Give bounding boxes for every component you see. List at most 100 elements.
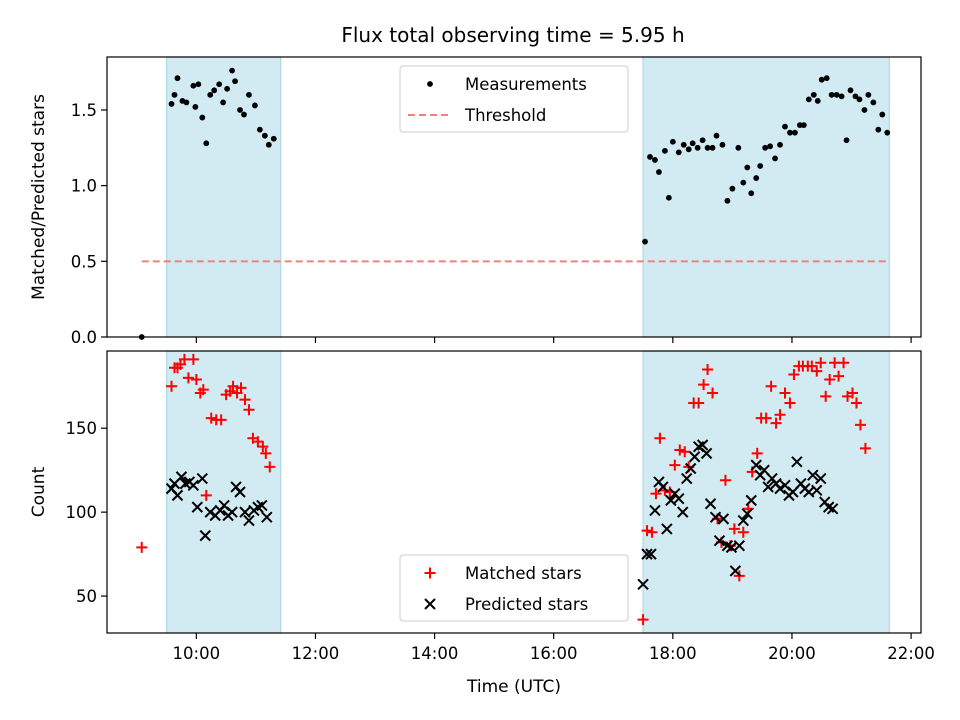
predicted-star-point bbox=[750, 459, 762, 471]
predicted-star-point bbox=[641, 548, 653, 560]
measurement-point bbox=[174, 75, 181, 82]
x-axis-label: Time (UTC) bbox=[466, 677, 561, 697]
matched-star-point bbox=[227, 380, 239, 392]
measurement-point bbox=[265, 141, 272, 148]
measurement-point bbox=[724, 197, 731, 204]
measurement-point bbox=[744, 164, 751, 171]
y-tick-label: 1.0 bbox=[71, 177, 97, 196]
measurement-point bbox=[241, 111, 247, 118]
measurement-point bbox=[699, 137, 706, 144]
measurement-point bbox=[220, 99, 227, 106]
measurement-point bbox=[224, 85, 231, 92]
measurement-point bbox=[680, 141, 687, 148]
legend-label: Predicted stars bbox=[465, 595, 588, 614]
matched-star-point bbox=[728, 523, 740, 535]
measurement-point bbox=[767, 143, 774, 150]
measurement-point bbox=[642, 238, 648, 245]
predicted-star-point bbox=[684, 462, 697, 475]
predicted-star-point bbox=[196, 472, 209, 485]
measurement-point bbox=[256, 126, 263, 133]
measurement-point bbox=[199, 114, 206, 121]
matched-star-point bbox=[650, 488, 662, 500]
predicted-star-point bbox=[826, 503, 839, 515]
matched-star-point bbox=[679, 446, 691, 458]
measurement-point bbox=[884, 129, 891, 136]
matched-star-point bbox=[788, 369, 800, 380]
measurement-point bbox=[818, 76, 825, 83]
matched-star-point bbox=[698, 379, 710, 391]
predicted-star-point bbox=[204, 506, 216, 518]
measurement-point bbox=[216, 81, 223, 88]
predicted-star-point bbox=[791, 456, 803, 468]
measurement-point bbox=[805, 96, 812, 103]
measurement-point bbox=[685, 146, 692, 153]
predicted-star-point bbox=[256, 499, 268, 512]
measurement-point bbox=[261, 132, 268, 139]
measurement-point bbox=[203, 140, 210, 147]
y-tick-label: 100 bbox=[66, 503, 98, 522]
measurement-point bbox=[652, 157, 658, 163]
y-axis-label: Matched/Predicted stars bbox=[29, 94, 49, 300]
predicted-star-point bbox=[704, 498, 717, 510]
measurement-point bbox=[661, 147, 668, 154]
predicted-star-point bbox=[717, 513, 730, 525]
legend-label: Measurements bbox=[465, 75, 587, 94]
measurement-point bbox=[729, 185, 736, 192]
y-tick-label: 150 bbox=[66, 419, 98, 438]
matched-star-point bbox=[197, 384, 209, 396]
matched-star-point bbox=[669, 459, 681, 471]
matched-star-point bbox=[641, 525, 653, 537]
measurement-point bbox=[675, 149, 682, 156]
matched-star-point bbox=[811, 365, 823, 377]
measurement-point bbox=[782, 123, 788, 130]
measurement-point bbox=[689, 140, 696, 147]
measurement-point bbox=[762, 144, 769, 151]
measurement-point bbox=[229, 67, 235, 74]
measurement-point bbox=[656, 169, 662, 175]
matched-star-point bbox=[264, 461, 276, 473]
matched-star-point bbox=[200, 489, 212, 501]
measurement-point bbox=[669, 138, 676, 145]
figure-title: Flux total observing time = 5.95 h bbox=[341, 23, 684, 47]
matched-star-point bbox=[190, 374, 202, 386]
y-tick-label: 50 bbox=[76, 587, 97, 606]
matched-star-point bbox=[702, 363, 714, 375]
matched-star-point bbox=[243, 404, 255, 416]
measurement-point bbox=[796, 122, 803, 129]
matched-star-point bbox=[637, 614, 649, 626]
top-panel: 0.0 0.5 1.0 1.5 Matched/Predicted stars Measu… bbox=[29, 56, 922, 347]
predicted-star-point bbox=[677, 506, 689, 518]
matched-star-point bbox=[820, 390, 832, 402]
measurement-point bbox=[833, 91, 840, 98]
measurement-point bbox=[713, 132, 720, 139]
measurement-point bbox=[847, 87, 854, 94]
measurement-point bbox=[823, 75, 830, 82]
measurement-point bbox=[192, 104, 199, 110]
matched-star-point bbox=[806, 360, 818, 372]
predicted-star-point bbox=[696, 439, 709, 451]
measurement-point bbox=[772, 155, 778, 162]
x-tick-label: 12:00 bbox=[292, 644, 340, 663]
matched-star-point bbox=[847, 387, 859, 399]
legend-box bbox=[399, 65, 629, 133]
predicted-star-point bbox=[243, 514, 255, 527]
predicted-star-point bbox=[774, 482, 786, 495]
measurement-point bbox=[183, 99, 190, 106]
matched-star-point bbox=[674, 444, 686, 456]
predicted-star-point bbox=[226, 506, 238, 518]
y-tick-label: 0.5 bbox=[71, 252, 97, 271]
measurement-point bbox=[810, 91, 817, 98]
matched-star-point bbox=[838, 357, 850, 369]
measurement-point bbox=[777, 141, 783, 148]
measurement-point bbox=[171, 91, 178, 98]
matched-star-point bbox=[760, 412, 772, 424]
measurement-point bbox=[828, 91, 835, 98]
measurement-point bbox=[735, 144, 742, 151]
measurement-point bbox=[709, 144, 716, 151]
predicted-star-point bbox=[175, 471, 188, 483]
legend-box bbox=[399, 554, 629, 622]
matched-star-point bbox=[252, 436, 264, 448]
matched-star-point bbox=[707, 387, 719, 399]
legend: Matched stars Predicted stars bbox=[399, 554, 629, 622]
